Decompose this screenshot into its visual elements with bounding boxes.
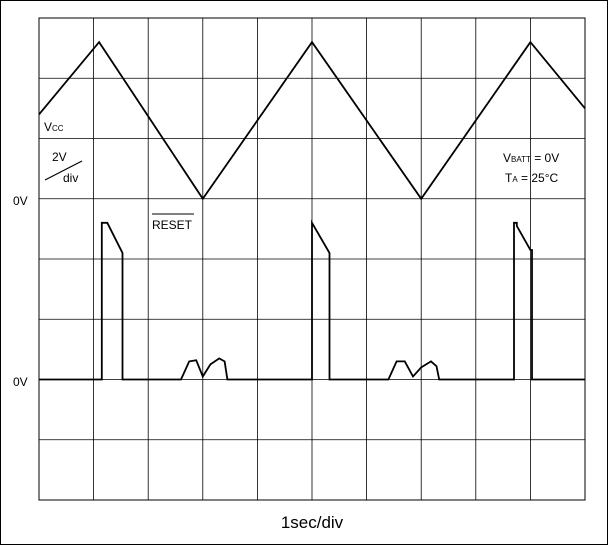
vcc-scale-slash	[44, 160, 83, 181]
vcc-zero-label: 0V	[13, 194, 28, 208]
vcc-trace	[38, 40, 586, 201]
ta-sub: A	[512, 175, 518, 184]
x-axis-label: 1sec/div	[281, 513, 344, 532]
vbatt-value: = 0V	[531, 151, 559, 165]
vcc-scale-denominator: div	[63, 171, 78, 185]
vcc-channel-label: VCC	[44, 120, 64, 134]
vbatt-main: V	[503, 151, 511, 165]
vcc-label-sub: CC	[52, 124, 64, 133]
ta-main: T	[505, 171, 513, 185]
vcc-scale-numerator: 2V	[52, 150, 67, 164]
ta-condition: TA = 25°C	[505, 171, 559, 185]
traces	[38, 40, 586, 381]
vbatt-sub: BATT	[511, 155, 531, 164]
reset-zero-label: 0V	[13, 375, 28, 389]
vbatt-condition: VBATT = 0V	[503, 151, 559, 165]
ta-value: = 25°C	[518, 171, 559, 185]
vcc-label-main: V	[44, 120, 52, 134]
reset-trace	[39, 219, 585, 381]
reset-channel-label: RESET	[152, 218, 193, 232]
